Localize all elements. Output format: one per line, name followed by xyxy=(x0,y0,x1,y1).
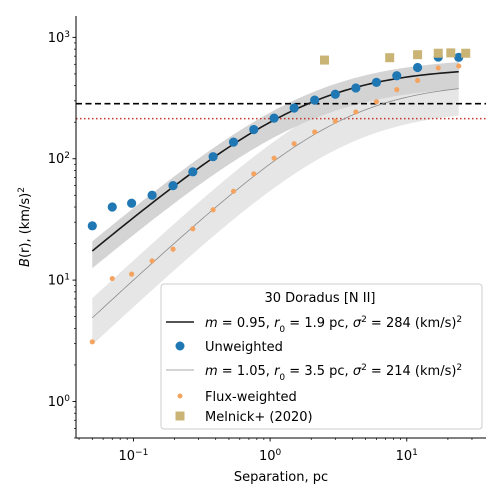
data-points xyxy=(87,48,471,345)
reference-lines xyxy=(76,102,486,120)
axes xyxy=(75,16,486,439)
y-axis-label: B(r), (km/s)2 xyxy=(17,187,33,267)
unweighted-point xyxy=(269,113,279,123)
melnick-2020-point xyxy=(319,55,329,65)
melnick-2020-point xyxy=(446,48,456,58)
flux-weighted-point xyxy=(149,258,155,264)
x-tick-label: 101 xyxy=(396,448,418,464)
flux-weighted-point xyxy=(109,275,115,282)
legend-handle-unweighted xyxy=(175,341,185,351)
unweighted-point xyxy=(371,77,382,87)
unweighted-point xyxy=(330,89,340,99)
flux-weighted-point xyxy=(373,99,380,105)
unweighted-point xyxy=(188,167,198,177)
melnick-2020-point xyxy=(385,53,395,63)
melnick-2020-point xyxy=(413,50,423,60)
flux-weighted-point xyxy=(414,77,421,84)
melnick-2020-point xyxy=(433,48,443,58)
flux-weighted-point xyxy=(332,118,338,124)
legend-title: 30 Doradus [N II] xyxy=(264,291,375,306)
y-label-b: B xyxy=(18,258,33,267)
legend-label-model-2: m = 1.05, r0 = 3.5 pc, σ2 = 214 (km/s)2 xyxy=(205,363,462,383)
unweighted-point xyxy=(147,190,157,200)
flux-weighted-point xyxy=(456,63,462,69)
unweighted-point xyxy=(107,202,117,212)
y-label-exp: 2 xyxy=(17,187,27,193)
unweighted-point xyxy=(289,103,299,113)
flux-weighted-point xyxy=(435,65,441,71)
flux-weighted-point xyxy=(129,271,135,277)
x-axis-label: Separation, pc xyxy=(234,470,328,485)
unweighted-point xyxy=(412,62,423,73)
legend: 30 Doradus [N II] m = 0.95, r0 = 1.9 pc,… xyxy=(160,283,483,430)
flux-weighted-point xyxy=(353,109,359,115)
flux-weighted-point xyxy=(89,339,95,345)
flux-weighted-point xyxy=(170,246,176,252)
x-tick-label: 10−1 xyxy=(119,448,149,464)
unweighted-point xyxy=(168,181,178,191)
flux-weighted-point xyxy=(230,188,237,194)
ticks: 10−1 100 101 100 101 102 103 xyxy=(48,30,473,464)
y-tick-label: 103 xyxy=(48,30,70,46)
unweighted-point xyxy=(208,152,218,162)
unweighted-point xyxy=(127,198,137,208)
model-band-2 xyxy=(92,69,459,345)
unweighted-point xyxy=(454,52,464,62)
confidence-bands xyxy=(92,62,459,345)
legend-label-flux-weighted: Flux-weighted xyxy=(205,390,297,405)
flux-weighted-point xyxy=(312,129,318,135)
flux-weighted-point xyxy=(210,207,216,213)
flux-weighted-point xyxy=(190,226,196,232)
flux-weighted-point xyxy=(394,87,400,93)
flux-weighted-point xyxy=(251,171,257,177)
legend-label-melnick: Melnick+ (2020) xyxy=(205,410,313,425)
unweighted-point xyxy=(87,221,97,231)
legend-frame xyxy=(160,283,483,430)
unweighted-point xyxy=(249,124,259,135)
y-tick-label: 100 xyxy=(48,394,71,410)
legend-handle-melnick xyxy=(175,411,185,421)
flux-weighted-point xyxy=(291,141,297,147)
unweighted-point xyxy=(392,71,402,81)
y-label-rest: (r), (km/s) xyxy=(18,193,33,258)
unweighted-point xyxy=(351,83,361,93)
unweighted-point xyxy=(228,137,239,147)
x-tick-label: 100 xyxy=(259,448,282,464)
y-tick-label: 102 xyxy=(48,151,70,167)
legend-label-unweighted: Unweighted xyxy=(205,340,283,355)
y-tick-label: 101 xyxy=(48,273,70,289)
flux-weighted-point xyxy=(271,155,277,161)
legend-handle-flux-weighted xyxy=(177,393,183,399)
legend-label-model-1: m = 0.95, r0 = 1.9 pc, σ2 = 284 (km/s)2 xyxy=(205,315,462,335)
unweighted-point xyxy=(310,95,320,105)
melnick-2020-point xyxy=(461,48,471,58)
